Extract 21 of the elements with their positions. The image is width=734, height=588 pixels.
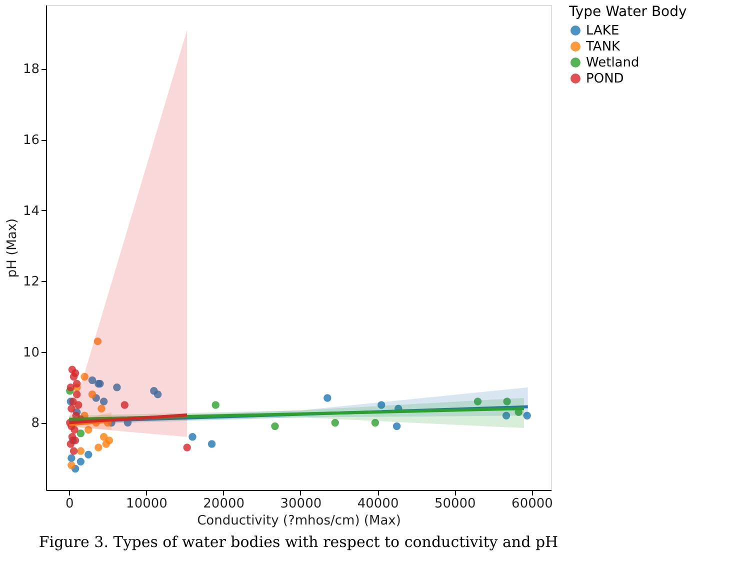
legend-title: Type Water Body bbox=[568, 4, 687, 20]
x-tick-label: 10000 bbox=[126, 496, 168, 512]
x-tick-label: 20000 bbox=[203, 496, 245, 512]
x-tick-label: 50000 bbox=[434, 496, 476, 512]
legend-label: LAKE bbox=[586, 24, 620, 38]
legend-label: TANK bbox=[585, 40, 621, 54]
y-axis-title: pH (Max) bbox=[4, 218, 20, 278]
y-tick-label: 8 bbox=[31, 416, 40, 432]
legend-label: Wetland bbox=[586, 56, 640, 70]
y-tick-label: 16 bbox=[22, 133, 40, 148]
x-tick-label: 40000 bbox=[357, 496, 399, 512]
y-tick-label: 10 bbox=[22, 345, 40, 360]
y-tick-label: 14 bbox=[22, 204, 40, 219]
x-axis-title: Conductivity (?mhos/cm) (Max) bbox=[197, 514, 401, 528]
x-tick-label: 0 bbox=[65, 496, 74, 512]
x-tick-label: 60000 bbox=[512, 496, 553, 512]
y-tick-label: 12 bbox=[22, 274, 40, 290]
x-tick-label: 30000 bbox=[280, 496, 322, 512]
caption: Figure 3. Types of water bodies with respect to conductivity and pH bbox=[38, 533, 558, 551]
legend-label: POND bbox=[586, 72, 624, 86]
y-tick-label: 18 bbox=[22, 62, 40, 78]
